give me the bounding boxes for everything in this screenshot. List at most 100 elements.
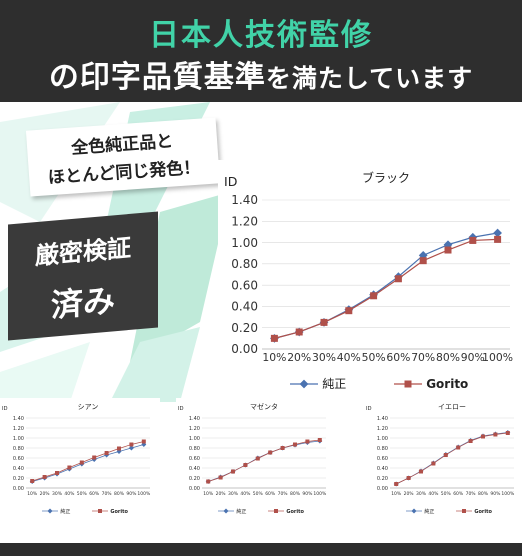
x-tick-label: 60% — [265, 491, 276, 497]
series-line-genuine — [32, 444, 144, 482]
y-tick-label: 0.40 — [189, 466, 200, 472]
header-banner: 日本人技術監修 の印字品質基準を満たしています — [0, 0, 522, 102]
header-line1: 日本人技術監修 — [149, 18, 373, 53]
x-tick-label: 80% — [436, 351, 460, 364]
data-point-gorito — [280, 446, 285, 450]
data-point-gorito — [30, 479, 35, 483]
x-tick-label: 10% — [27, 491, 38, 497]
legend-marker-genuine — [411, 508, 417, 514]
y-tick-label: 0.20 — [377, 476, 388, 482]
y-tick-label: 0.00 — [189, 486, 200, 492]
bottom-bar — [0, 543, 522, 556]
x-tick-label: 10% — [203, 491, 214, 497]
data-point-gorito — [345, 307, 353, 315]
legend-marker-gorito — [98, 509, 102, 513]
y-axis-label: ID — [224, 174, 237, 189]
x-tick-label: 40% — [337, 351, 361, 364]
legend-marker-gorito — [404, 380, 412, 388]
data-point-gorito — [67, 465, 72, 470]
x-tick-label: 30% — [52, 491, 63, 497]
series-line-gorito — [396, 432, 508, 485]
chart-magenta: 0.00 0.20 0.40 0.60 0.80 1.00 1.20 1.40 10% 20% 30… — [178, 402, 327, 515]
y-tick-label: 0.00 — [231, 342, 258, 356]
x-tick-label: 80% — [478, 491, 489, 497]
x-tick-label: 80% — [114, 491, 125, 497]
x-tick-label: 20% — [287, 351, 311, 364]
x-tick-label: 70% — [466, 491, 477, 497]
legend-marker-gorito — [462, 509, 466, 513]
chart-panel-cyan: 0.00 0.20 0.40 0.60 0.80 1.00 1.20 1.40 10% 20% 30… — [0, 398, 160, 522]
y-tick-label: 0.40 — [231, 300, 258, 314]
x-tick-label: 80% — [290, 491, 301, 497]
data-point-gorito — [456, 445, 461, 450]
y-tick-label: 1.40 — [231, 193, 258, 207]
badge-verified: 厳密検証 済み — [8, 211, 158, 341]
x-tick-label: 70% — [278, 491, 289, 497]
data-point-gorito — [104, 451, 109, 455]
badge-color-match: 全色純正品と ほとんど同じ発色！ — [25, 117, 221, 197]
y-tick-label: 0.60 — [377, 456, 388, 462]
x-tick-label: 10% — [262, 351, 286, 364]
chart-title: シアン — [78, 403, 99, 411]
chart-panel-black: 0.00 0.20 0.40 0.60 0.80 1.00 1.20 1.40 10% 20% 30… — [218, 160, 522, 396]
y-tick-label: 0.40 — [377, 466, 388, 472]
data-point-gorito — [469, 236, 477, 244]
y-axis-label: ID — [2, 406, 8, 412]
x-tick-label: 100% — [313, 491, 327, 497]
series-line-gorito — [274, 238, 498, 339]
data-point-gorito — [444, 246, 452, 254]
chart-panel-yellow: 0.00 0.20 0.40 0.60 0.80 1.00 1.20 1.40 10% 20% 30… — [364, 398, 522, 522]
data-point-gorito — [293, 442, 297, 447]
x-tick-label: 60% — [89, 491, 100, 497]
header-line2: の印字品質基準を満たしています — [0, 52, 522, 96]
chart-yellow: 0.00 0.20 0.40 0.60 0.80 1.00 1.20 1.40 10% 20% 30… — [366, 403, 515, 515]
x-tick-label: 50% — [362, 351, 386, 364]
y-axis-label: ID — [178, 406, 184, 412]
x-tick-label: 40% — [64, 491, 75, 497]
data-point-gorito — [370, 292, 378, 300]
legend-label: Gorito — [110, 509, 128, 515]
x-tick-label: 20% — [216, 491, 227, 497]
x-tick-label: 90% — [126, 491, 137, 497]
data-point-gorito — [493, 432, 498, 437]
data-point-gorito — [320, 318, 328, 326]
data-point-gorito — [268, 450, 273, 455]
y-tick-label: 1.00 — [231, 236, 258, 250]
legend-marker-genuine — [223, 508, 229, 514]
data-point-gorito — [494, 235, 502, 243]
x-tick-label: 40% — [428, 491, 439, 497]
series-line-genuine — [274, 232, 498, 339]
x-tick-label: 20% — [40, 491, 51, 497]
x-tick-label: 90% — [490, 491, 501, 497]
x-tick-label: 100% — [501, 491, 515, 497]
chart-panel-magenta: 0.00 0.20 0.40 0.60 0.80 1.00 1.20 1.40 10% 20% 30… — [176, 398, 336, 522]
series-line-gorito — [208, 439, 320, 482]
legend-label: 純正 — [322, 377, 346, 391]
data-point-gorito — [419, 469, 423, 474]
legend-label: Gorito — [286, 509, 304, 515]
y-tick-label: 0.60 — [189, 456, 200, 462]
legend-label: Gorito — [474, 509, 492, 515]
y-tick-label: 1.20 — [231, 214, 258, 228]
y-tick-label: 1.20 — [189, 426, 200, 432]
legend-marker-genuine — [299, 379, 309, 389]
data-point-gorito — [481, 434, 485, 439]
x-tick-label: 90% — [302, 491, 313, 497]
data-point-gorito — [129, 442, 134, 447]
data-point-gorito — [305, 439, 310, 444]
y-tick-label: 0.00 — [13, 486, 24, 492]
data-point-gorito — [55, 471, 59, 475]
y-tick-label: 1.40 — [377, 416, 388, 422]
y-tick-label: 1.40 — [189, 416, 200, 422]
data-point-gorito — [394, 275, 402, 283]
chart-title: ブラック — [362, 170, 410, 185]
data-point-gorito — [468, 439, 473, 443]
x-tick-label: 50% — [253, 491, 264, 497]
data-point-gorito — [505, 431, 510, 435]
data-point-gorito — [295, 328, 303, 336]
y-tick-label: 1.20 — [377, 426, 388, 432]
data-point-gorito — [141, 439, 146, 444]
y-tick-label: 0.20 — [231, 321, 258, 335]
chart-black: 0.00 0.20 0.40 0.60 0.80 1.00 1.20 1.40 10% 20% 30… — [224, 170, 513, 391]
y-tick-label: 1.40 — [13, 416, 24, 422]
